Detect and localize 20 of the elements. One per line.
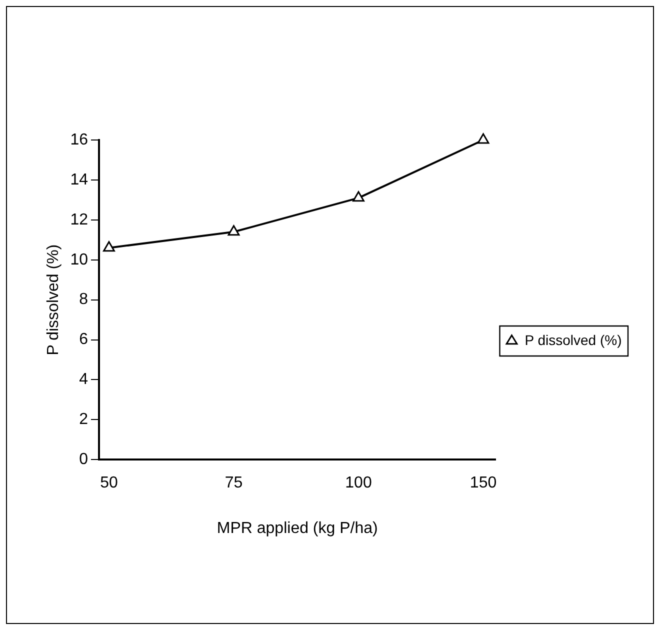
y-tick-label: 2 bbox=[79, 411, 88, 428]
y-tick-label: 10 bbox=[70, 251, 88, 268]
y-tick-label: 4 bbox=[79, 371, 88, 388]
x-axis-title: MPR applied (kg P/ha) bbox=[216, 520, 378, 537]
x-tick-label: 150 bbox=[470, 474, 497, 492]
point bbox=[477, 133, 490, 144]
y-tick-label: 8 bbox=[79, 291, 88, 308]
x-tick-label: 75 bbox=[224, 474, 243, 492]
point bbox=[352, 191, 364, 202]
y-tick-label: 0 bbox=[79, 451, 88, 468]
y-tick-label: 6 bbox=[79, 331, 88, 348]
y-axis-title: P dissolved (%) bbox=[45, 244, 62, 356]
point bbox=[103, 241, 115, 252]
legend-label: P dissolved (%) bbox=[524, 332, 622, 348]
y-tick-label: 16 bbox=[70, 131, 88, 148]
point bbox=[228, 225, 240, 236]
y-tick-label: 14 bbox=[70, 171, 88, 188]
x-tick-label: 50 bbox=[100, 474, 118, 492]
x-tick-label: 100 bbox=[345, 474, 372, 492]
y-tick-label: 12 bbox=[70, 211, 88, 228]
